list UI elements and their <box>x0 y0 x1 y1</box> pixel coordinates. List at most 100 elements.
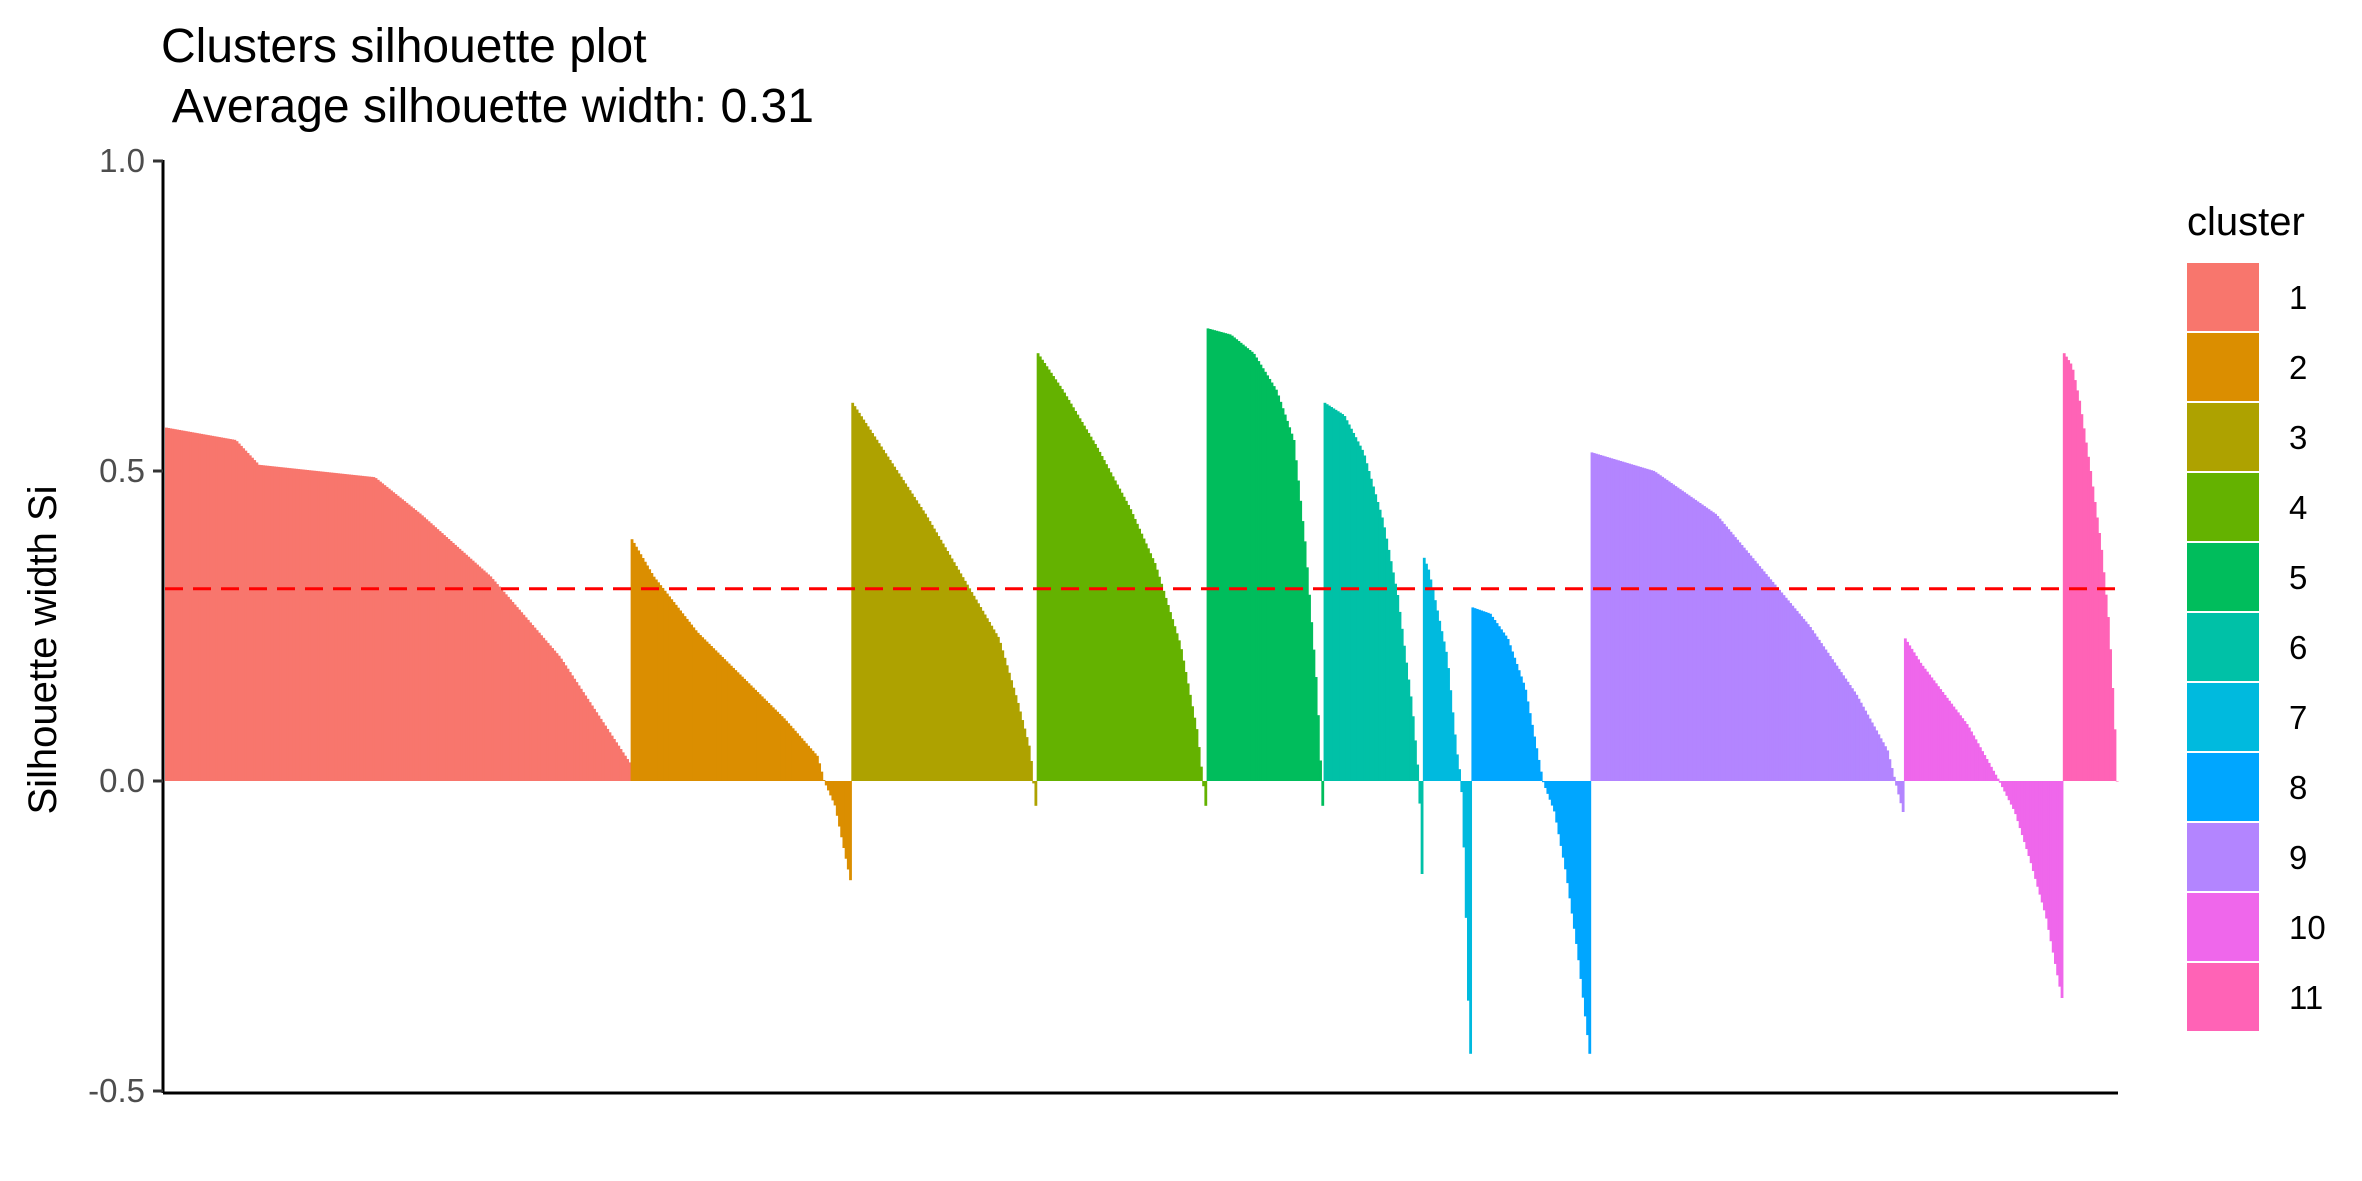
silhouette-bar <box>1250 351 1254 781</box>
silhouette-bar <box>1056 382 1060 781</box>
silhouette-bar <box>224 438 228 781</box>
silhouette-bar <box>2034 781 2037 879</box>
y-tick-label: 1.0 <box>99 142 145 179</box>
silhouette-bar <box>1817 639 1821 781</box>
silhouette-bar <box>1793 608 1797 781</box>
silhouette-bar <box>568 672 572 781</box>
silhouette-bar <box>447 539 451 781</box>
silhouette-bar <box>1815 636 1819 781</box>
silhouette-bar <box>180 430 184 781</box>
silhouette-bar <box>641 557 645 781</box>
silhouette-bar <box>1283 414 1287 781</box>
silhouette-bar <box>2104 594 2108 781</box>
silhouette-bar <box>1511 651 1514 781</box>
silhouette-bar <box>1537 759 1541 781</box>
silhouette-bar <box>1954 709 1958 781</box>
cluster-10-bars <box>1903 638 2064 998</box>
silhouette-bar <box>403 501 407 781</box>
silhouette-bar <box>996 636 1000 781</box>
silhouette-bar <box>652 576 656 781</box>
silhouette-bar <box>557 655 561 781</box>
silhouette-bar <box>714 650 718 781</box>
silhouette-bar <box>1857 698 1861 781</box>
cluster-2-bars <box>630 539 852 881</box>
silhouette-bar <box>827 781 830 791</box>
silhouette-bar <box>804 743 808 781</box>
silhouette-bar <box>1870 722 1874 781</box>
silhouette-bar <box>1292 440 1296 781</box>
silhouette-bar <box>619 749 623 781</box>
silhouette-bar <box>2016 781 2020 822</box>
silhouette-bar <box>1208 329 1212 781</box>
silhouette-bar <box>729 665 733 781</box>
silhouette-bar <box>1270 382 1274 781</box>
silhouette-bar <box>398 497 402 781</box>
silhouette-bar <box>1235 339 1239 781</box>
silhouette-bar <box>1639 466 1642 781</box>
silhouette-bar <box>365 476 369 781</box>
legend-label-11: 11 <box>2289 979 2323 1016</box>
silhouette-bar <box>374 478 378 781</box>
silhouette-bar <box>1592 453 1596 781</box>
silhouette-bar <box>2115 781 2119 782</box>
silhouette-bar <box>1663 478 1667 781</box>
silhouette-bar <box>1899 781 1903 804</box>
silhouette-bar <box>1299 500 1303 781</box>
silhouette-bar <box>1848 685 1852 781</box>
silhouette-bar <box>1087 432 1091 781</box>
silhouette-bar <box>1215 330 1219 781</box>
silhouette-bar <box>811 750 815 781</box>
silhouette-bar <box>405 502 409 781</box>
silhouette-bar <box>727 663 731 781</box>
silhouette-bar <box>337 473 340 781</box>
silhouette-bar <box>370 476 374 781</box>
silhouette-bar <box>1548 781 1552 800</box>
legend-key-8 <box>2187 753 2259 821</box>
silhouette-bar <box>2076 390 2079 781</box>
silhouette-bar <box>712 648 716 781</box>
silhouette-bar <box>696 632 700 781</box>
silhouette-bar <box>1689 496 1693 781</box>
silhouette-bar <box>1071 407 1075 781</box>
legend-label-7: 7 <box>2289 699 2307 736</box>
silhouette-bar <box>1709 510 1713 781</box>
silhouette-bar <box>537 632 541 781</box>
silhouette-bar <box>833 781 837 806</box>
silhouette-bar <box>443 535 446 781</box>
silhouette-bar <box>1707 509 1711 781</box>
silhouette-bar <box>661 587 665 781</box>
silhouette-bar <box>2087 456 2090 781</box>
silhouette-bar <box>376 479 380 781</box>
silhouette-bar <box>1952 706 1956 781</box>
silhouette-bar <box>1197 747 1201 781</box>
silhouette-bar <box>946 551 950 781</box>
silhouette-bar <box>1674 486 1678 781</box>
silhouette-bar <box>1897 781 1901 795</box>
silhouette-bar <box>868 429 872 781</box>
silhouette-bar <box>504 594 508 781</box>
silhouette-bar <box>676 607 680 781</box>
silhouette-bar <box>897 473 901 781</box>
silhouette-bar <box>1255 357 1258 781</box>
silhouette-bar <box>1650 470 1653 781</box>
silhouette-bar <box>1058 385 1062 781</box>
silhouette-bar <box>1619 460 1623 781</box>
silhouette-bar <box>1963 721 1967 781</box>
silhouette-bar <box>387 488 391 781</box>
silhouette-bar <box>1305 567 1309 781</box>
silhouette-bar <box>668 596 671 781</box>
silhouette-bar <box>2012 781 2015 809</box>
silhouette-bar <box>1555 781 1559 823</box>
silhouette-bar <box>526 619 530 781</box>
silhouette-bar <box>721 656 724 781</box>
silhouette-bar <box>1846 681 1850 781</box>
silhouette-bar <box>1961 718 1965 781</box>
silhouette-bar <box>1142 538 1146 781</box>
silhouette-bar <box>1345 420 1349 781</box>
silhouette-bar <box>895 470 899 781</box>
silhouette-bar <box>1632 464 1636 781</box>
silhouette-bar <box>1930 677 1934 781</box>
silhouette-bar <box>1186 683 1190 781</box>
silhouette-bar <box>1985 758 1989 781</box>
silhouette-bar <box>1047 369 1051 781</box>
